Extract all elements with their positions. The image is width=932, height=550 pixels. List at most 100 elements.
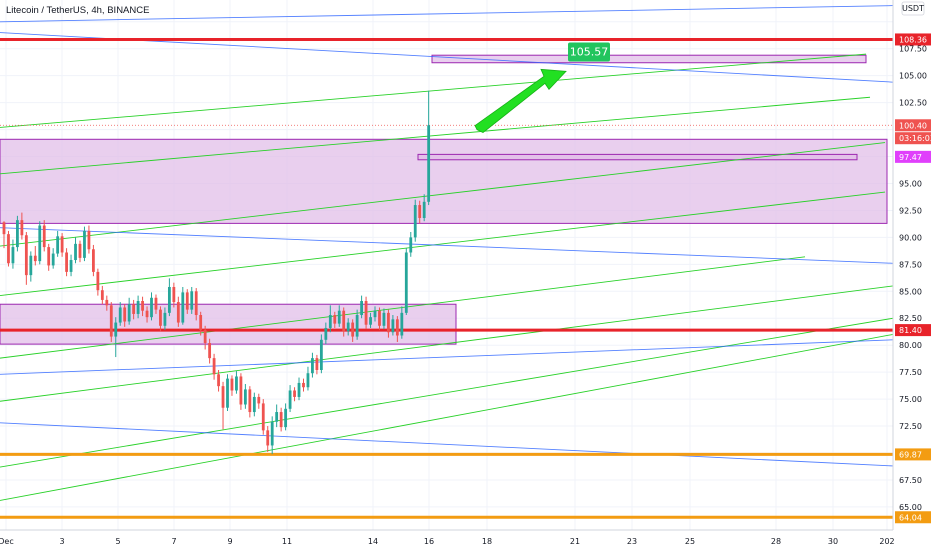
price-tick-label: 67.50 — [899, 476, 922, 485]
candle-body — [221, 386, 225, 408]
target-arrow: 105.57 — [474, 42, 610, 134]
candle-body — [100, 290, 104, 300]
target-label-box — [568, 42, 610, 62]
time-tick-label: 11 — [282, 537, 292, 546]
time-axis[interactable]: Dec 3 5 7 9 11 14 16 18 21 23 25 28 30 202 — [0, 529, 932, 550]
time-tick-label: 9 — [227, 537, 232, 546]
price-tag-box — [895, 511, 931, 524]
candle-body — [418, 205, 422, 218]
price-tick-label: 65.00 — [899, 503, 922, 512]
price-tick-label: 92.50 — [899, 206, 922, 215]
zone-rect — [0, 138, 888, 224]
time-tick-label: 202 — [879, 537, 894, 546]
horizontal-levels — [0, 37, 893, 519]
candle-body — [176, 302, 180, 323]
candle-body — [369, 317, 372, 325]
price-tick-label: 72.50 — [899, 422, 922, 431]
candle-body — [109, 305, 113, 337]
time-tick-label: 28 — [771, 537, 781, 546]
candle-body — [16, 220, 19, 248]
price-tick-label: 80.00 — [899, 341, 922, 350]
price-tick-label: 102.50 — [899, 99, 927, 108]
candle-body — [172, 286, 176, 303]
price-tag-box — [895, 119, 931, 132]
time-tick-label: 16 — [424, 537, 434, 546]
price-tick-label: 90.00 — [899, 233, 922, 242]
candle-body — [2, 222, 6, 235]
candle-body — [78, 243, 82, 258]
candle-body — [60, 236, 64, 253]
candle-body — [333, 315, 337, 324]
time-tick-label: 14 — [368, 537, 378, 546]
price-tag-text: 81.40 — [899, 326, 922, 335]
candle-body — [65, 252, 68, 272]
price-tag-box — [895, 132, 931, 145]
green-trendline — [0, 285, 894, 402]
price-tag-box — [895, 324, 931, 337]
time-tick-label: 21 — [570, 537, 580, 546]
price-tick-label: 95.00 — [899, 179, 922, 188]
time-tick-label: 23 — [627, 537, 637, 546]
zone-rect — [431, 54, 867, 64]
candle-body — [29, 255, 33, 276]
candle-body — [199, 315, 203, 331]
candle-body — [413, 205, 417, 238]
candle-body — [235, 376, 238, 391]
candle-body — [127, 304, 131, 322]
candle-body — [248, 389, 252, 413]
candle-body — [217, 374, 220, 387]
candles — [2, 90, 431, 455]
candle-body — [355, 315, 359, 337]
target-label-text: 105.57 — [570, 46, 609, 59]
candle-body — [150, 297, 153, 318]
candle-body — [163, 312, 167, 326]
price-tag-box — [895, 33, 931, 46]
candle-body — [185, 292, 189, 310]
green-trendline — [0, 191, 886, 297]
candle-body — [239, 376, 243, 405]
candle-body — [190, 291, 194, 310]
price-tick-label: 82.50 — [899, 314, 922, 323]
price-tag-text: 108.36 — [899, 35, 927, 44]
candle-body — [212, 358, 216, 375]
candle-body — [56, 236, 60, 254]
blue-trendline — [0, 422, 894, 467]
green-trendline — [0, 333, 894, 501]
price-axis[interactable]: USDT 107.50 105.00 102.50 95.00 92.50 90.00 87.… — [892, 0, 932, 550]
target-arrow-shape — [474, 68, 567, 134]
candle-body — [159, 309, 162, 326]
green-trendline — [0, 256, 806, 359]
candle-body — [145, 310, 149, 318]
price-tag-text: 64.04 — [899, 513, 922, 522]
candle-body — [378, 310, 381, 326]
time-axis-bg — [0, 530, 932, 550]
candle-body — [395, 319, 399, 336]
price-tag-box — [895, 448, 931, 461]
price-tick-label: 107.50 — [899, 45, 927, 54]
price-tick-label: 75.00 — [899, 395, 922, 404]
candle-body — [252, 396, 256, 413]
candle-body — [328, 315, 332, 328]
candle-body — [293, 390, 296, 397]
candle-body — [87, 230, 91, 250]
candle-body — [154, 297, 158, 310]
candle-body — [311, 358, 314, 374]
candle-body — [38, 225, 42, 262]
candle-body — [409, 237, 413, 253]
price-tag-text: 69.87 — [899, 450, 922, 459]
candle-body — [24, 235, 28, 276]
candle-body — [261, 403, 265, 431]
candle-body — [275, 412, 279, 422]
candle-body — [226, 378, 229, 408]
time-tick-label: 30 — [828, 537, 838, 546]
price-tag-text: 03:16:03 — [899, 134, 932, 143]
candle-body — [270, 421, 274, 446]
candle-body — [7, 234, 10, 264]
price-tick-label: 105.00 — [899, 72, 927, 81]
time-tick-label: 25 — [685, 537, 695, 546]
time-tick-label: 7 — [171, 537, 176, 546]
candle-body — [257, 396, 261, 404]
candle-body — [382, 312, 386, 326]
